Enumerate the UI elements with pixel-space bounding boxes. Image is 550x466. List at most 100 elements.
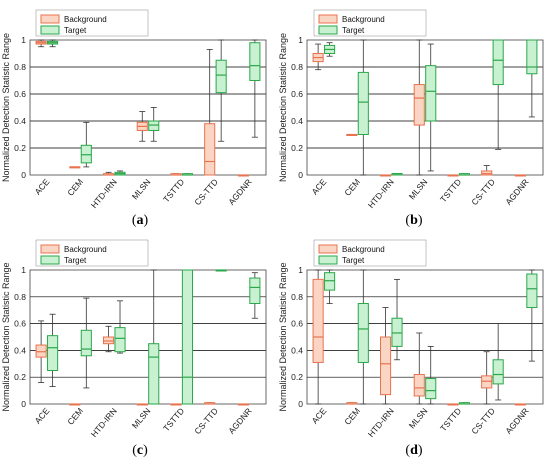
box-body — [249, 42, 261, 81]
box-background-cs-ttd — [204, 49, 216, 176]
x-tick-label: CEM — [65, 177, 85, 198]
x-tick-label: TSTTD — [161, 406, 186, 433]
legend-swatch — [318, 244, 338, 254]
box-body — [181, 269, 194, 405]
box-target-cem — [80, 121, 92, 168]
box-body — [324, 272, 336, 291]
box-background-cem — [346, 133, 358, 136]
box-background-cem — [69, 166, 81, 169]
y-tick-label: 0 — [298, 170, 303, 180]
box-target-cs-ttd — [492, 323, 504, 401]
box-body — [148, 120, 160, 131]
box-body — [80, 144, 92, 164]
box-target-ace — [47, 313, 59, 387]
y-tick-label: 0.6 — [14, 319, 26, 329]
box-target-mlsn — [425, 345, 437, 405]
box-target-cem — [357, 269, 369, 405]
x-tick-label: HTD-IRN — [89, 177, 119, 210]
plot-frame — [306, 39, 544, 176]
x-tick-label: CEM — [342, 406, 362, 427]
box-body — [413, 84, 425, 126]
x-tick-label: ACE — [32, 406, 51, 426]
box-background-htd-irn — [102, 325, 115, 353]
panel-c: 0 0.2 0.4 0.6 0.8 1 Normalized Detection Stati… — [1, 239, 267, 458]
box-target-agdnr — [526, 39, 538, 118]
y-axis-label: Normalized Detection Statistic Range — [278, 262, 288, 411]
box-target-mlsn — [148, 269, 160, 405]
legend: Background Target — [313, 9, 427, 37]
x-tick-label: AGDNR — [226, 406, 253, 436]
box-background-htd-irn — [102, 171, 115, 176]
box-body — [391, 317, 403, 347]
x-tick-label: MLSN — [407, 177, 430, 202]
box-body — [526, 273, 538, 309]
x-tick-label: CS-TTD — [192, 177, 220, 207]
box-background-ace — [312, 43, 324, 71]
y-tick-label: 0.2 — [14, 143, 26, 153]
box-body — [492, 39, 504, 86]
y-tick-label: 0.4 — [14, 345, 26, 355]
y-tick-label: 0.8 — [14, 62, 26, 72]
panel-d: 0 0.2 0.4 0.6 0.8 1 Normalized Detection Stati… — [278, 239, 544, 458]
y-tick-label: 0 — [21, 399, 26, 409]
plot-frame — [306, 269, 544, 405]
box-target-agdnr — [249, 39, 261, 138]
y-tick-label: 1 — [298, 265, 303, 275]
x-tick-label: CS-TTD — [469, 177, 497, 207]
box-body — [215, 59, 227, 94]
box-background-mlsn — [136, 111, 148, 142]
y-tick-label: 0.2 — [291, 143, 303, 153]
box-body — [425, 65, 437, 122]
box-background-tsttd — [170, 403, 182, 406]
legend: Background Target — [35, 239, 149, 267]
box-body — [526, 39, 538, 75]
box-background-tsttd — [447, 174, 459, 177]
legend-swatch — [318, 25, 338, 35]
box-background-htd-irn — [379, 174, 392, 177]
x-tick-label: CEM — [342, 177, 362, 198]
panel-caption: (c) — [132, 443, 148, 458]
legend: Background Target — [35, 9, 149, 37]
x-tick-label: AGDNR — [226, 177, 253, 207]
x-tick-label: AGDNR — [503, 177, 530, 207]
box-background-cem — [346, 402, 358, 405]
box-target-ace — [47, 39, 59, 48]
y-axis-label: Normalized Detection Statistic Range — [278, 33, 288, 182]
y-tick-label: 1 — [21, 265, 26, 275]
panel-b: 0 0.2 0.4 0.6 0.8 1 Normalized Detection Stati… — [278, 9, 544, 228]
box-background-mlsn — [413, 332, 425, 405]
box-background-tsttd — [170, 173, 182, 176]
box-body — [492, 359, 504, 385]
box-target-htd-irn — [114, 300, 126, 354]
y-tick-label: 0.8 — [14, 292, 26, 302]
box-body — [204, 123, 216, 176]
box-target-htd-irn — [114, 170, 126, 176]
panel-caption: (a) — [132, 213, 149, 228]
x-tick-label: HTD-IRN — [366, 177, 396, 210]
x-tick-label: HTD-IRN — [366, 406, 396, 439]
box-background-agdnr — [514, 174, 526, 177]
box-target-cem — [357, 39, 369, 176]
box-target-cem — [80, 297, 92, 389]
box-body — [357, 71, 369, 135]
legend-swatch — [318, 14, 338, 24]
box-target-ace — [324, 269, 336, 304]
box-background-agdnr — [237, 174, 249, 177]
box-body — [102, 336, 115, 345]
y-tick-label: 0.2 — [14, 372, 26, 382]
legend-swatch — [40, 14, 60, 24]
x-tick-label: MLSN — [407, 406, 430, 431]
legend-label: Target — [64, 26, 87, 35]
box-background-tsttd — [447, 403, 459, 406]
legend-label: Background — [64, 15, 107, 24]
panel-a: 0 0.2 0.4 0.6 0.8 1 Normalized Detection Stati… — [1, 9, 267, 228]
legend-label: Background — [342, 245, 385, 254]
legend-swatch — [40, 255, 60, 265]
box-background-cs-ttd — [481, 165, 493, 176]
box-target-mlsn — [425, 43, 437, 172]
box-background-ace — [35, 39, 47, 48]
legend-swatch — [318, 255, 338, 265]
box-target-cs-ttd — [215, 39, 227, 142]
box-body — [481, 170, 493, 176]
